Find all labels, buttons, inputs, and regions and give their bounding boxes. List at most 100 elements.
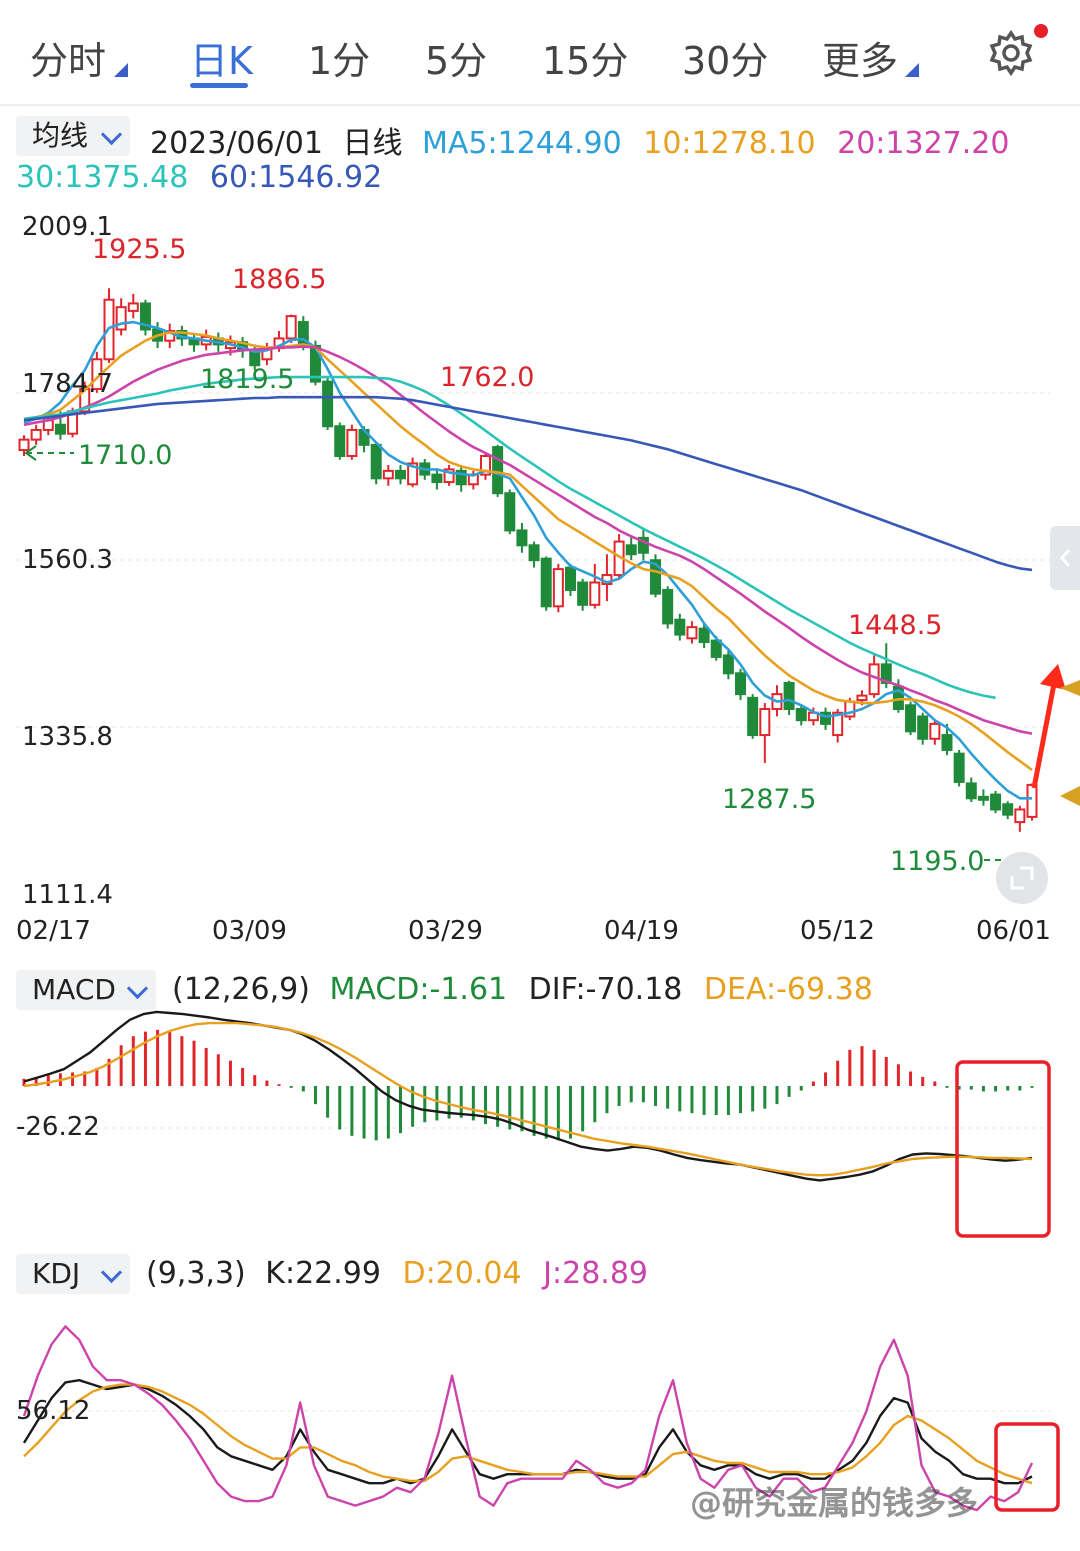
candle-body bbox=[334, 425, 346, 458]
candle-body bbox=[759, 708, 771, 737]
x-tick-label: 05/12 bbox=[800, 916, 875, 946]
macd-values-row: (12,26,9) MACD:-1.61 DIF:-70.18 DEA:-69.… bbox=[172, 972, 873, 1007]
highlight-box bbox=[955, 1060, 1051, 1238]
price-marker-icon bbox=[1060, 680, 1080, 696]
price-marker-icon bbox=[1060, 786, 1080, 806]
x-tick-label: 03/09 bbox=[212, 916, 287, 946]
kdj-params: (9,3,3) bbox=[146, 1256, 246, 1291]
candle-body bbox=[589, 581, 601, 606]
tab-daily-k[interactable]: 日K bbox=[190, 39, 253, 83]
d-value: D:20.04 bbox=[402, 1256, 522, 1291]
watermark: @研究金属的钱多多 bbox=[690, 1484, 979, 1522]
tab-30min[interactable]: 30分 bbox=[682, 39, 769, 83]
annotation-low: 1287.5 bbox=[722, 784, 817, 815]
kdj-y-tick: 56.12 bbox=[16, 1396, 91, 1426]
y-tick-label: 1335.8 bbox=[22, 722, 113, 752]
period-tab-bar: 分时 日K 1分 5分 15分 30分 更多 bbox=[0, 0, 1080, 106]
current-date: 2023/06/01 bbox=[150, 126, 323, 161]
candle-body bbox=[127, 302, 139, 312]
candle-body bbox=[492, 446, 504, 495]
candle-body bbox=[941, 734, 953, 751]
tab-5min[interactable]: 5分 bbox=[425, 39, 488, 83]
candle-body bbox=[783, 681, 795, 711]
macd-params: (12,26,9) bbox=[172, 972, 310, 1007]
candle-body bbox=[443, 468, 455, 484]
dif-value: DIF:-70.18 bbox=[528, 972, 683, 1007]
annotation-high: 1448.5 bbox=[848, 610, 943, 641]
macd-indicator-selector[interactable]: MACD bbox=[16, 970, 156, 1010]
candle-body bbox=[18, 438, 30, 452]
dea-value: DEA:-69.38 bbox=[703, 972, 873, 1007]
candle-body bbox=[917, 715, 929, 740]
highlight-box bbox=[994, 1422, 1060, 1512]
ma30-line bbox=[23, 375, 996, 700]
trend-up-arrow-icon bbox=[1031, 683, 1057, 789]
candle-body bbox=[722, 654, 734, 675]
candle-body bbox=[115, 306, 127, 331]
candle-body bbox=[565, 566, 577, 591]
kdj-indicator-selector[interactable]: KDJ bbox=[16, 1254, 130, 1294]
candle-body bbox=[990, 793, 1002, 811]
candle-body bbox=[346, 428, 358, 458]
candle-body bbox=[394, 469, 406, 480]
ma-values-row-2: 30:1375.48 60:1546.92 bbox=[16, 160, 382, 195]
j-value: J:28.89 bbox=[543, 1256, 648, 1291]
kdj-values-row: (9,3,3) K:22.99 D:20.04 J:28.89 bbox=[146, 1256, 648, 1291]
ma20-line bbox=[23, 345, 1033, 735]
dropdown-triangle-icon bbox=[905, 63, 919, 77]
ma-values-row: 2023/06/01 日线 MA5:1244.90 10:1278.10 20:… bbox=[150, 118, 1009, 162]
candle-body bbox=[953, 752, 965, 783]
settings-gear-icon[interactable] bbox=[988, 29, 1034, 77]
tab-intraday[interactable]: 分时 bbox=[30, 39, 107, 83]
candle-body bbox=[637, 536, 649, 554]
tab-more[interactable]: 更多 bbox=[822, 39, 899, 83]
side-collapse-icon[interactable] bbox=[1050, 526, 1080, 590]
candle-body bbox=[892, 685, 904, 711]
candle-body bbox=[407, 462, 419, 486]
macd-value: MACD:-1.61 bbox=[329, 972, 508, 1007]
y-tick-label: 1560.3 bbox=[22, 545, 113, 575]
expand-icon[interactable] bbox=[996, 852, 1048, 904]
candle-body bbox=[856, 694, 868, 702]
macd-selector-label: MACD bbox=[32, 973, 116, 1006]
left-arrow-icon bbox=[24, 445, 37, 461]
candle-body bbox=[905, 704, 917, 733]
period-label: 日线 bbox=[342, 126, 403, 161]
d-line bbox=[23, 1383, 1033, 1485]
tab-1min[interactable]: 1分 bbox=[308, 39, 371, 83]
candle-body bbox=[382, 469, 394, 480]
candle-body bbox=[965, 782, 977, 800]
annotation-low: 1819.5 bbox=[200, 364, 295, 395]
annotation-left-marker: 1710.0 bbox=[78, 440, 173, 471]
x-tick-label: 04/19 bbox=[604, 916, 679, 946]
candle-body bbox=[650, 559, 662, 595]
annotation-high: 1886.5 bbox=[232, 264, 327, 295]
ma10-line bbox=[23, 331, 1033, 772]
j-line bbox=[22, 1325, 1034, 1512]
candle-body bbox=[322, 380, 334, 428]
x-tick-label: 06/01 bbox=[976, 916, 1051, 946]
x-tick-label: 03/29 bbox=[408, 916, 483, 946]
candle-body bbox=[504, 492, 516, 532]
ma60-line bbox=[23, 395, 1033, 572]
kdj-selector-label: KDJ bbox=[32, 1257, 81, 1290]
annotation-high: 1925.5 bbox=[92, 234, 187, 265]
candle-body bbox=[455, 469, 467, 486]
dea-line bbox=[23, 1021, 1033, 1177]
tab-15min[interactable]: 15分 bbox=[542, 39, 629, 83]
candle-body bbox=[1002, 803, 1014, 816]
candle-body bbox=[795, 708, 807, 722]
ma-indicator-selector[interactable]: 均线 bbox=[16, 116, 130, 156]
ma5-value: MA5:1244.90 bbox=[422, 126, 622, 161]
annotation-high: 1762.0 bbox=[440, 362, 535, 393]
k-value: K:22.99 bbox=[265, 1256, 381, 1291]
candle-body bbox=[370, 443, 382, 480]
x-tick-label: 02/17 bbox=[16, 916, 91, 946]
candle-body bbox=[139, 302, 151, 331]
candle-body bbox=[674, 618, 686, 636]
dropdown-triangle-icon bbox=[114, 63, 128, 77]
trend-up-arrow-head bbox=[1040, 664, 1066, 690]
